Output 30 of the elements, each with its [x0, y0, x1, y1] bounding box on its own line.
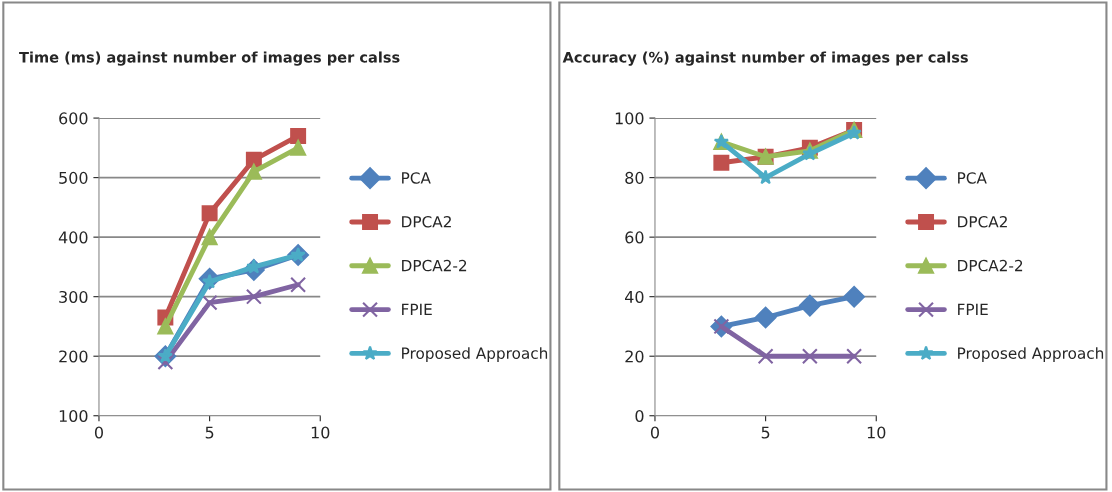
- x-tick-label: 0: [94, 426, 103, 439]
- y-tick-label: 20: [625, 350, 644, 363]
- legend-label: DPCA2: [402, 215, 451, 228]
- y-tick-label: 200: [59, 350, 88, 363]
- legend-label: FPIE: [402, 303, 432, 315]
- y-tick-label: 0: [635, 409, 644, 423]
- y-tick-label: 80: [625, 171, 644, 184]
- chart-title: Accuracy (%) against number of images per calss: [562, 51, 968, 66]
- y-tick-label: 40: [625, 290, 644, 303]
- legend-label: FPIE: [958, 303, 988, 315]
- legend-label: PCA: [958, 172, 987, 184]
- x-tick-label: 5: [761, 426, 770, 439]
- legend-label: Proposed Approach: [958, 347, 1104, 362]
- legend-label: DPCA2: [958, 215, 1007, 228]
- y-tick-label: 600: [59, 112, 88, 125]
- x-tick-label: 10: [867, 426, 886, 439]
- legend-label: PCA: [402, 172, 431, 184]
- x-tick-label: 0: [650, 426, 659, 439]
- y-tick-label: 60: [625, 231, 644, 244]
- y-tick-label: 100: [59, 409, 88, 423]
- y-tick-label: 300: [59, 290, 88, 303]
- chart-title: Time (ms) against number of images per calss: [19, 51, 400, 66]
- y-tick-label: 100: [615, 112, 644, 125]
- legend-label: DPCA2-2: [402, 259, 467, 272]
- y-tick-label: 400: [58, 231, 88, 244]
- y-tick-label: 500: [59, 171, 88, 184]
- x-tick-label: 10: [311, 426, 330, 439]
- legend-label: Proposed Approach: [402, 347, 548, 362]
- legend-label: DPCA2-2: [958, 259, 1023, 272]
- x-tick-label: 5: [205, 426, 214, 439]
